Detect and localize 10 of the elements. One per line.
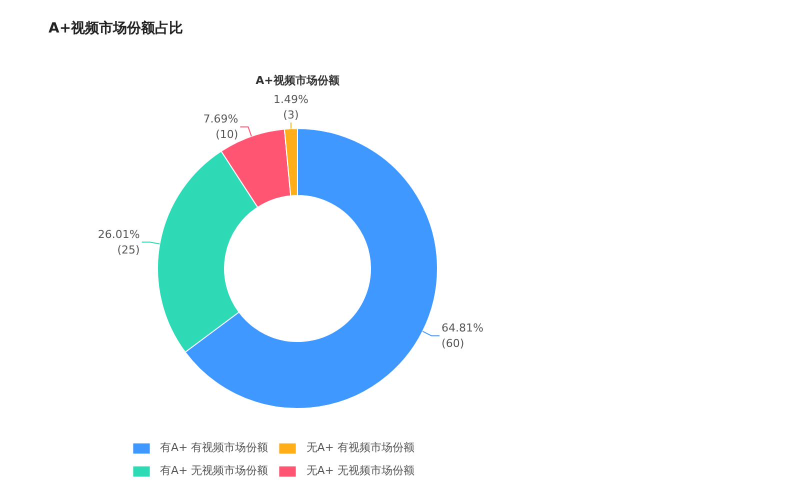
legend-label: 无A+ 有视频市场份额: [306, 440, 414, 455]
legend-label: 有A+ 无视频市场份额: [160, 463, 268, 478]
chart-subtitle: A+视频市场份额: [256, 74, 340, 87]
legend-label: 有A+ 有视频市场份额: [160, 440, 268, 455]
legend-label: 无A+ 无视频市场份额: [306, 463, 414, 478]
data-label: 1.49% (3): [273, 92, 308, 122]
chart-title: A+视频市场份额占比: [48, 20, 184, 36]
data-label: 26.01% (25): [98, 228, 140, 256]
data-label: 7.69% (10): [203, 112, 238, 142]
data-label: 64.81% (60): [442, 322, 484, 350]
